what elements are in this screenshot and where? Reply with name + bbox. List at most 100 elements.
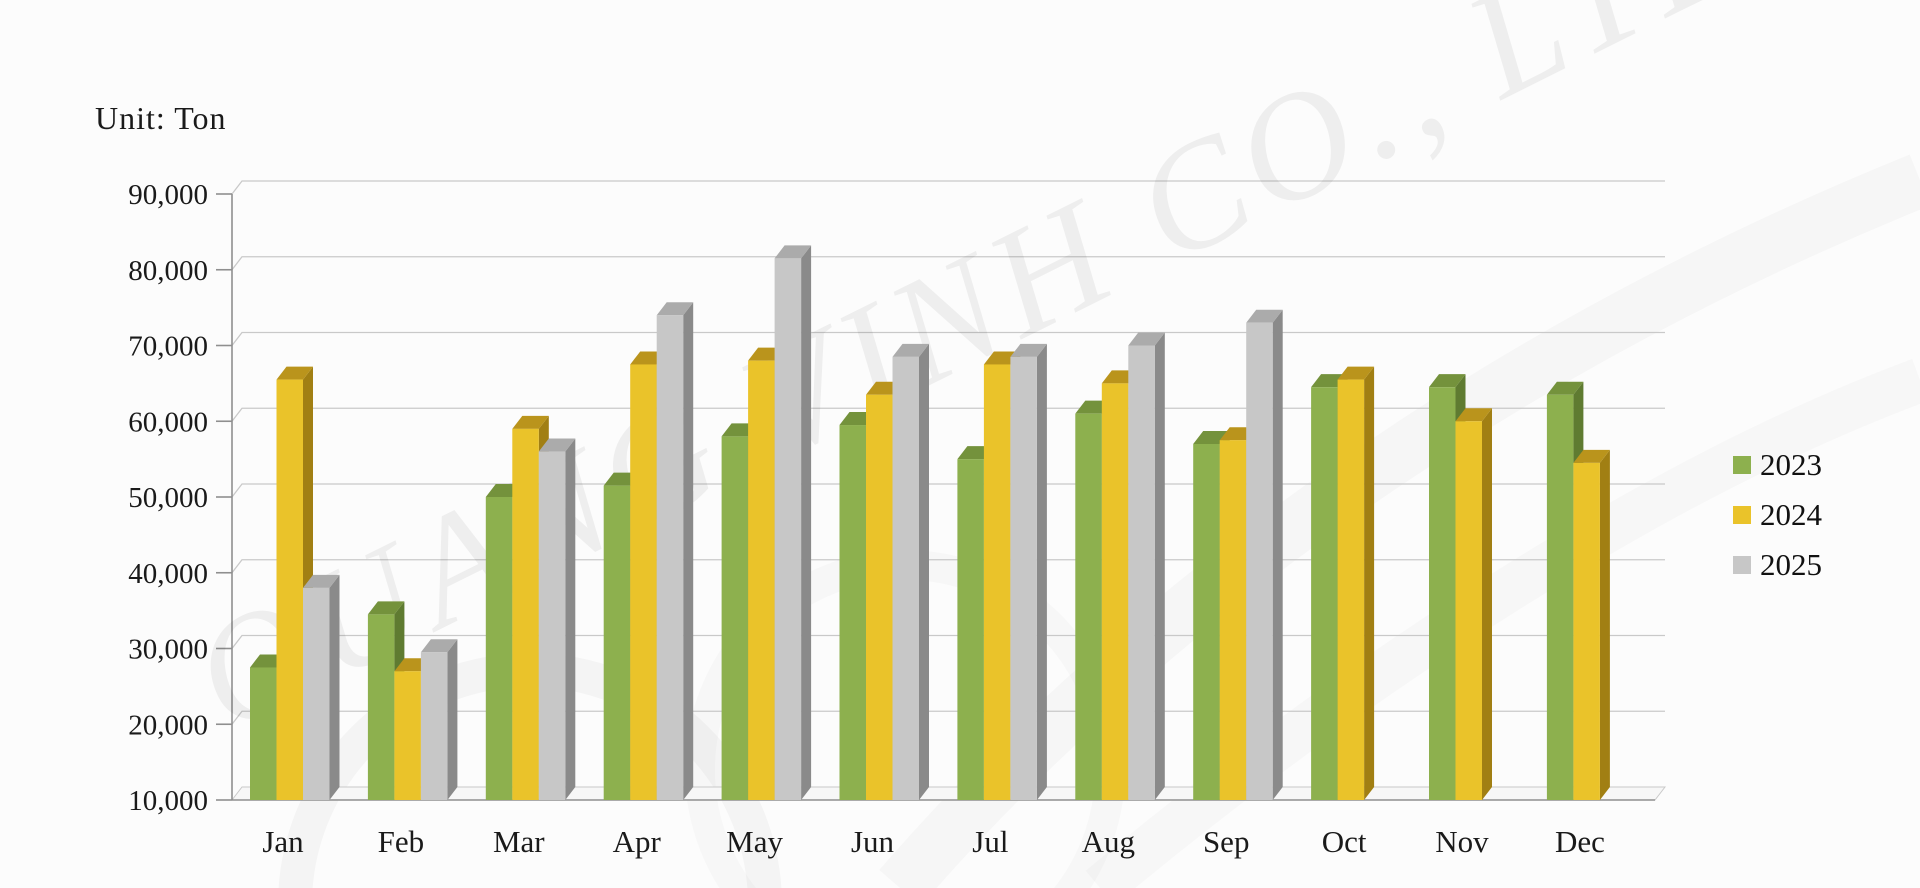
bar-top-2024-Mar [512, 415, 549, 429]
legend-swatch-2025 [1733, 556, 1751, 574]
bar-2023-Jul [957, 459, 984, 800]
bar-side-2025-Jul [1036, 343, 1047, 800]
x-axis-label: Aug [1082, 824, 1135, 859]
gridline [231, 407, 1665, 422]
y-axis-tick-label: 40,000 [128, 558, 208, 590]
gridline [231, 331, 1665, 346]
gridline [231, 256, 1665, 271]
bar-side-2025-Sep [1272, 309, 1283, 800]
bar-top-2024-Oct [1337, 366, 1375, 380]
bar-top-2023-Dec [1546, 381, 1584, 395]
x-axis-label: Sep [1203, 824, 1250, 859]
bar-2023-Jun [839, 425, 866, 800]
legend-item-2024: 2024 [1733, 490, 1822, 540]
y-axis-tick-label: 50,000 [128, 482, 208, 514]
bar-2023-Dec [1546, 394, 1574, 800]
bar-2025-Apr [656, 315, 684, 800]
bar-top-2025-May [774, 245, 812, 259]
bar-2024-Mar [512, 428, 539, 800]
bar-side-2025-Feb [447, 639, 458, 800]
bar-2025-Aug [1128, 345, 1155, 800]
bar-2023-Mar [485, 497, 513, 800]
legend: 2023 2024 2025 [1733, 440, 1822, 590]
bar-side-2024-Nov [1482, 408, 1492, 800]
bar-top-2025-Mar [538, 438, 576, 452]
bar-2023-Aug [1075, 413, 1102, 800]
x-axis-label: Apr [613, 824, 662, 859]
bar-2025-Jun [892, 356, 919, 800]
y-axis-tick-label: 60,000 [128, 406, 208, 438]
bar-2025-May [774, 258, 802, 800]
legend-swatch-2024 [1733, 506, 1751, 524]
gridline [231, 634, 1665, 649]
gridline [231, 559, 1665, 574]
x-axis-label: Mar [493, 824, 545, 859]
legend-label-2023: 2023 [1760, 447, 1822, 482]
bar-top-2024-Jan [276, 366, 313, 380]
bar-top-2025-Sep [1246, 309, 1283, 323]
bar-2025-Jul [1010, 356, 1037, 800]
legend-swatch-2023 [1733, 456, 1751, 474]
bar-2024-Apr [630, 364, 657, 800]
legend-item-2025: 2025 [1733, 540, 1822, 590]
bar-2024-Nov [1455, 421, 1482, 800]
y-axis-tick-label: 90,000 [128, 179, 208, 211]
x-axis-label: May [726, 824, 783, 859]
bar-top-2024-Nov [1455, 408, 1492, 422]
bar-2023-Nov [1429, 387, 1456, 800]
y-axis-tick-label: 30,000 [128, 634, 208, 666]
bar-2024-Dec [1573, 462, 1600, 800]
bar-2024-Oct [1337, 379, 1365, 800]
bar-2024-Sep [1219, 440, 1247, 800]
bar-side-2025-Aug [1154, 332, 1165, 800]
x-axis-label: Dec [1555, 824, 1605, 859]
bar-side-2024-Oct [1364, 366, 1375, 800]
x-axis-label: Jan [262, 824, 304, 859]
bar-2024-Aug [1101, 383, 1129, 800]
bar-top-2023-Nov [1429, 374, 1466, 388]
bar-top-2025-Aug [1128, 332, 1165, 346]
bar-2023-Oct [1311, 387, 1338, 800]
bar-top-2025-Jun [892, 343, 929, 357]
bar-2024-Jun [866, 394, 893, 800]
y-axis-tick-label: 80,000 [128, 255, 208, 287]
bar-side-2024-Dec [1599, 449, 1610, 800]
legend-item-2023: 2023 [1733, 440, 1822, 490]
bar-2023-Sep [1193, 443, 1220, 800]
legend-label-2024: 2024 [1760, 497, 1822, 532]
bar-2023-Jan [250, 667, 277, 800]
bar-2023-Apr [603, 485, 631, 800]
gridline [231, 483, 1665, 498]
bar-top-2025-Feb [420, 639, 458, 653]
gridline [231, 710, 1665, 725]
x-axis-label: Feb [378, 824, 425, 859]
y-axis-tick-label: 20,000 [128, 709, 208, 741]
bar-2025-Jan [303, 587, 330, 800]
gridline [231, 180, 1665, 195]
bar-side-2025-Apr [683, 302, 694, 800]
bar-side-2025-Mar [565, 438, 576, 800]
bar-2024-Jul [983, 364, 1011, 800]
y-axis-tick-label: 10,000 [128, 785, 208, 817]
unit-label: Unit: Ton [95, 100, 227, 136]
bar-side-2025-May [801, 245, 812, 800]
bar-2023-Feb [367, 614, 395, 800]
bar-2024-Jan [276, 379, 303, 800]
bar-2024-May [748, 360, 775, 800]
bar-side-2025-Jan [329, 574, 340, 800]
bar-2025-Feb [420, 652, 448, 800]
bar-top-2023-Feb [367, 601, 405, 615]
x-axis-label: Jun [851, 824, 895, 859]
bar-top-2025-Apr [656, 302, 694, 316]
bar-top-2025-Jan [303, 574, 340, 588]
bar-side-2025-Jun [919, 343, 929, 800]
bar-2025-Mar [538, 451, 566, 800]
bar-top-2025-Jul [1010, 343, 1047, 357]
x-axis-label: Nov [1435, 824, 1489, 859]
x-axis-label: Oct [1322, 824, 1367, 859]
bar-2023-May [721, 436, 749, 800]
y-axis-tick-label: 70,000 [128, 331, 208, 363]
legend-label-2025: 2025 [1760, 547, 1822, 582]
